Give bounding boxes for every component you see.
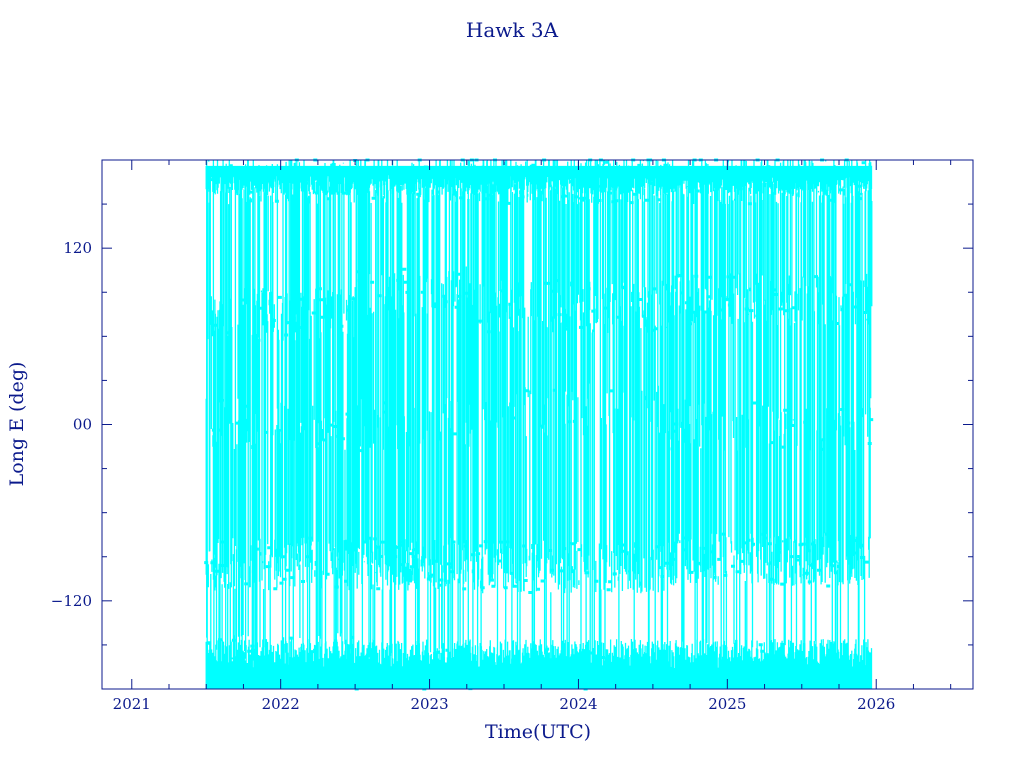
tick-layer: 2021 2022 2023 2024 2025 2026 −120 00 120 (51, 160, 973, 713)
x-tick-label: 2025 (708, 695, 746, 713)
x-tick-label: 2023 (410, 695, 448, 713)
series-line (205, 160, 873, 689)
y-tick-label: −120 (51, 592, 92, 610)
y-tick-label: 00 (73, 416, 92, 434)
y-tick-label: 120 (63, 239, 92, 257)
y-axis-label: Long E (deg) (6, 362, 28, 487)
x-axis-label: Time(UTC) (485, 721, 591, 743)
series-layer (204, 158, 874, 691)
x-tick-label: 2026 (857, 695, 895, 713)
x-tick-label: 2022 (262, 695, 300, 713)
x-tick-label: 2024 (559, 695, 597, 713)
chart-title: Hawk 3A (466, 18, 559, 42)
x-tick-label: 2021 (113, 695, 151, 713)
